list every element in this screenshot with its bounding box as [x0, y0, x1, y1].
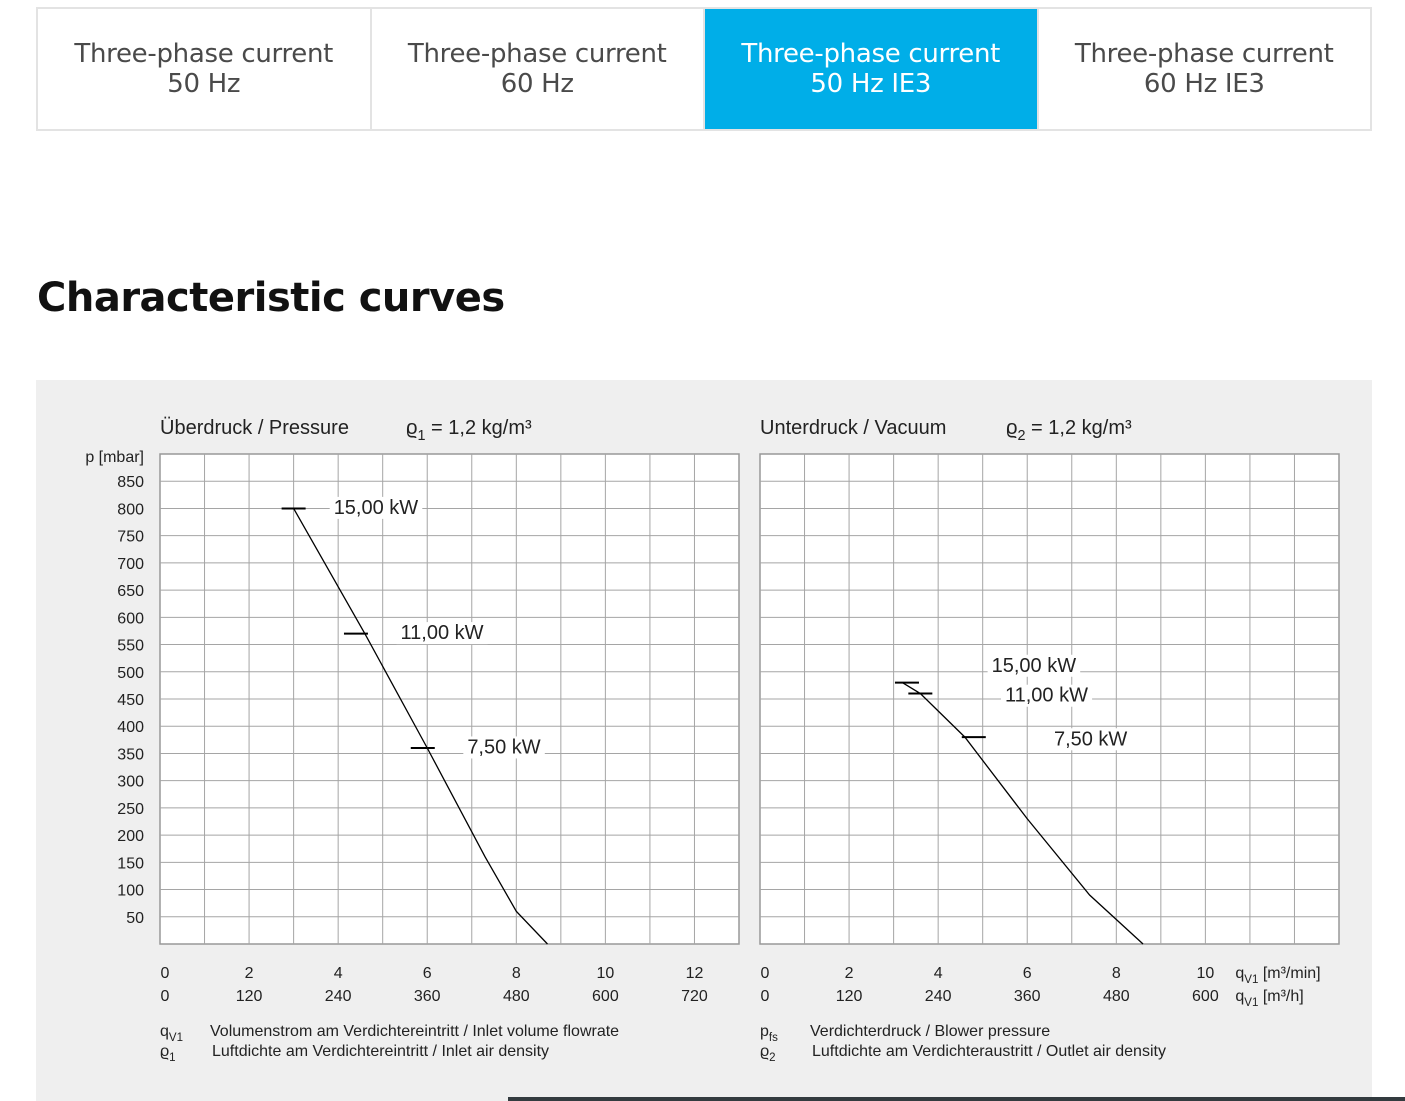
power-label-background	[463, 736, 545, 759]
y-axis-label: p [mbar]	[85, 449, 144, 466]
current-type-tabs: Three-phase current 50 Hz Three-phase cu…	[36, 7, 1372, 131]
x-tick-label-min: 6	[423, 965, 432, 982]
footer-divider	[508, 1097, 1405, 1101]
tab-three-phase-60hz-ie3[interactable]: Three-phase current 60 Hz IE3	[1039, 9, 1371, 129]
x-tick-label-min: 12	[686, 965, 704, 982]
x-tick-label-h: 600	[1192, 988, 1219, 1005]
x-tick-label-h: 480	[503, 988, 530, 1005]
power-label: 15,00 kW	[992, 655, 1077, 677]
legend-text: Volumenstrom am Verdichtereintritt / Inl…	[210, 1023, 619, 1040]
x-tick-label-min: 10	[1196, 965, 1214, 982]
x-tick-label-h: 0	[761, 988, 770, 1005]
tab-label-line2: 60 Hz	[500, 69, 574, 99]
x-tick-label-min: 8	[1112, 965, 1121, 982]
power-label: 15,00 kW	[334, 497, 419, 519]
y-tick-label: 850	[117, 474, 144, 491]
x-tick-label-min: 4	[934, 965, 943, 982]
x-tick-label-h: 480	[1103, 988, 1130, 1005]
power-label-background	[1000, 684, 1093, 707]
x-unit-min: qV1 [m³/min]	[1235, 965, 1320, 986]
legend-text: Verdichterdruck / Blower pressure	[810, 1023, 1050, 1040]
power-label: 11,00 kW	[1005, 685, 1088, 707]
x-tick-label-h: 120	[236, 988, 263, 1005]
y-tick-label: 150	[117, 855, 144, 872]
tab-label-line2: 50 Hz	[167, 69, 241, 99]
tab-three-phase-50hz-ie3[interactable]: Three-phase current 50 Hz IE3	[705, 9, 1039, 129]
density-label: ϱ1 = 1,2 kg/m³	[406, 417, 532, 444]
legend-text: Luftdichte am Verdichteraustritt / Outle…	[812, 1043, 1166, 1060]
x-tick-label-h: 240	[325, 988, 352, 1005]
tab-three-phase-60hz[interactable]: Three-phase current 60 Hz	[372, 9, 705, 129]
x-tick-label-min: 2	[245, 965, 254, 982]
legend-symbol: qV1	[160, 1023, 183, 1044]
y-tick-label: 100	[117, 883, 144, 900]
tab-label-line1: Three-phase current	[74, 39, 334, 69]
x-tick-label-h: 360	[1014, 988, 1041, 1005]
tab-label-line1: Three-phase current	[1074, 39, 1334, 69]
x-tick-label-h: 120	[836, 988, 863, 1005]
x-tick-label-h: 360	[414, 988, 441, 1005]
y-tick-label: 300	[117, 774, 144, 791]
power-label: 7,50 kW	[467, 736, 540, 758]
x-tick-label-min: 8	[512, 965, 521, 982]
y-tick-label: 500	[117, 665, 144, 682]
tab-label-line2: 60 Hz IE3	[1143, 69, 1265, 99]
legend-symbol: pfs	[760, 1023, 778, 1044]
x-tick-label-h: 0	[161, 988, 170, 1005]
power-label-background	[329, 496, 423, 519]
y-tick-label: 700	[117, 556, 144, 573]
y-tick-label: 750	[117, 529, 144, 546]
y-tick-label: 450	[117, 692, 144, 709]
characteristic-curves-chart: Überdruck / Pressure ϱ1 = 1,2 kg/m³ p [mba…	[36, 380, 1372, 1101]
y-tick-label: 650	[117, 583, 144, 600]
power-label-background	[1049, 728, 1132, 751]
x-tick-label-h: 720	[681, 988, 708, 1005]
x-tick-label-h: 600	[592, 988, 619, 1005]
tab-label-line2: 50 Hz IE3	[810, 69, 932, 99]
power-label: 7,50 kW	[1054, 728, 1127, 750]
x-tick-label-min: 0	[161, 965, 170, 982]
y-tick-label: 350	[117, 746, 144, 763]
x-tick-label-min: 4	[334, 965, 343, 982]
legend-text: Luftdichte am Verdichtereintritt / Inlet…	[212, 1043, 549, 1060]
y-tick-label: 50	[126, 910, 144, 927]
y-tick-label: 550	[117, 638, 144, 655]
y-tick-label: 250	[117, 801, 144, 818]
power-label: 11,00 kW	[401, 622, 484, 644]
tab-three-phase-50hz[interactable]: Three-phase current 50 Hz	[38, 9, 372, 129]
chart-title: Unterdruck / Vacuum	[760, 417, 946, 439]
x-tick-label-min: 10	[596, 965, 614, 982]
tab-label-line1: Three-phase current	[407, 39, 667, 69]
density-label: ϱ2 = 1,2 kg/m³	[1006, 417, 1132, 444]
x-tick-label-min: 0	[761, 965, 770, 982]
x-tick-label-min: 6	[1023, 965, 1032, 982]
characteristic-curve	[902, 682, 1144, 945]
y-tick-label: 200	[117, 828, 144, 845]
characteristic-curve	[293, 508, 548, 945]
y-tick-label: 600	[117, 610, 144, 627]
power-label-background	[987, 654, 1081, 677]
legend-symbol: ϱ1	[160, 1043, 176, 1064]
chart-title: Überdruck / Pressure	[160, 417, 349, 439]
legend-symbol: ϱ2	[760, 1043, 776, 1064]
y-tick-label: 400	[117, 719, 144, 736]
chart-canvas: Überdruck / Pressure ϱ1 = 1,2 kg/m³ p [mba…	[85, 417, 1340, 1064]
power-label-background	[396, 622, 488, 645]
x-tick-label-h: 240	[925, 988, 952, 1005]
y-tick-label: 800	[117, 501, 144, 518]
tab-label-line1: Three-phase current	[741, 39, 1001, 69]
x-tick-label-min: 2	[845, 965, 854, 982]
section-title: Characteristic curves	[37, 275, 505, 321]
x-unit-h: qV1 [m³/h]	[1235, 988, 1303, 1009]
